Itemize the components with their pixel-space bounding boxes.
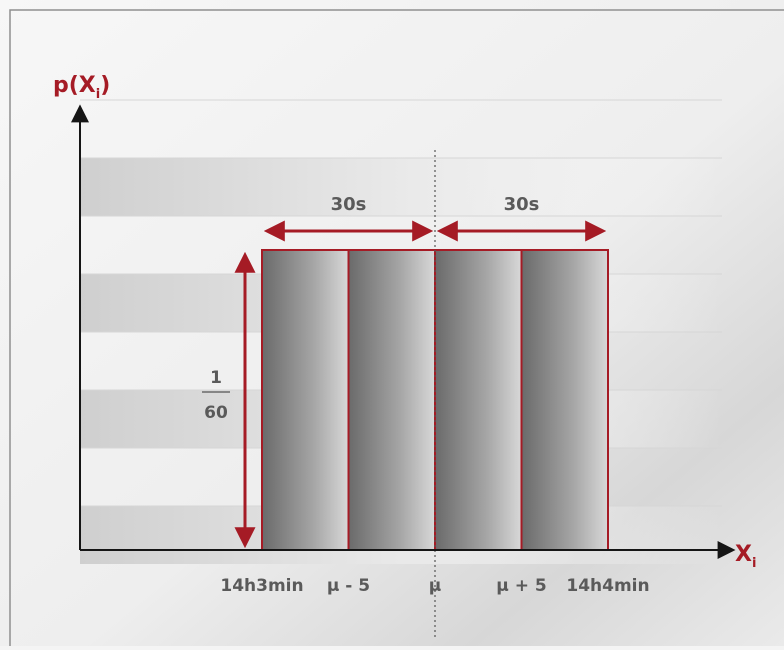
x-tick-label: μ + 5	[496, 576, 546, 596]
x-tick-label: 14h3min	[220, 576, 303, 596]
x-tick-label: 14h4min	[566, 576, 649, 596]
y-axis-label: p(Xi)	[53, 73, 110, 102]
x-tick-label: μ	[429, 576, 442, 596]
bar-2	[347, 249, 436, 551]
height-label-numerator: 1	[210, 368, 222, 388]
bar-4	[520, 249, 609, 551]
bar-1	[261, 249, 350, 551]
x-tick-labels: 14h3min μ - 5 μ μ + 5 14h4min	[220, 576, 649, 596]
y-axis-label-close: )	[100, 73, 110, 98]
span-label-right: 30s	[504, 194, 540, 215]
bars	[261, 249, 609, 551]
x-tick-label: μ - 5	[327, 576, 370, 596]
height-label-denominator: 60	[204, 403, 228, 423]
background-band	[80, 158, 722, 216]
chart-border	[9, 9, 784, 650]
bar-3	[434, 249, 523, 551]
span-label-left: 30s	[331, 194, 367, 215]
x-axis-label: Xi	[735, 542, 756, 571]
